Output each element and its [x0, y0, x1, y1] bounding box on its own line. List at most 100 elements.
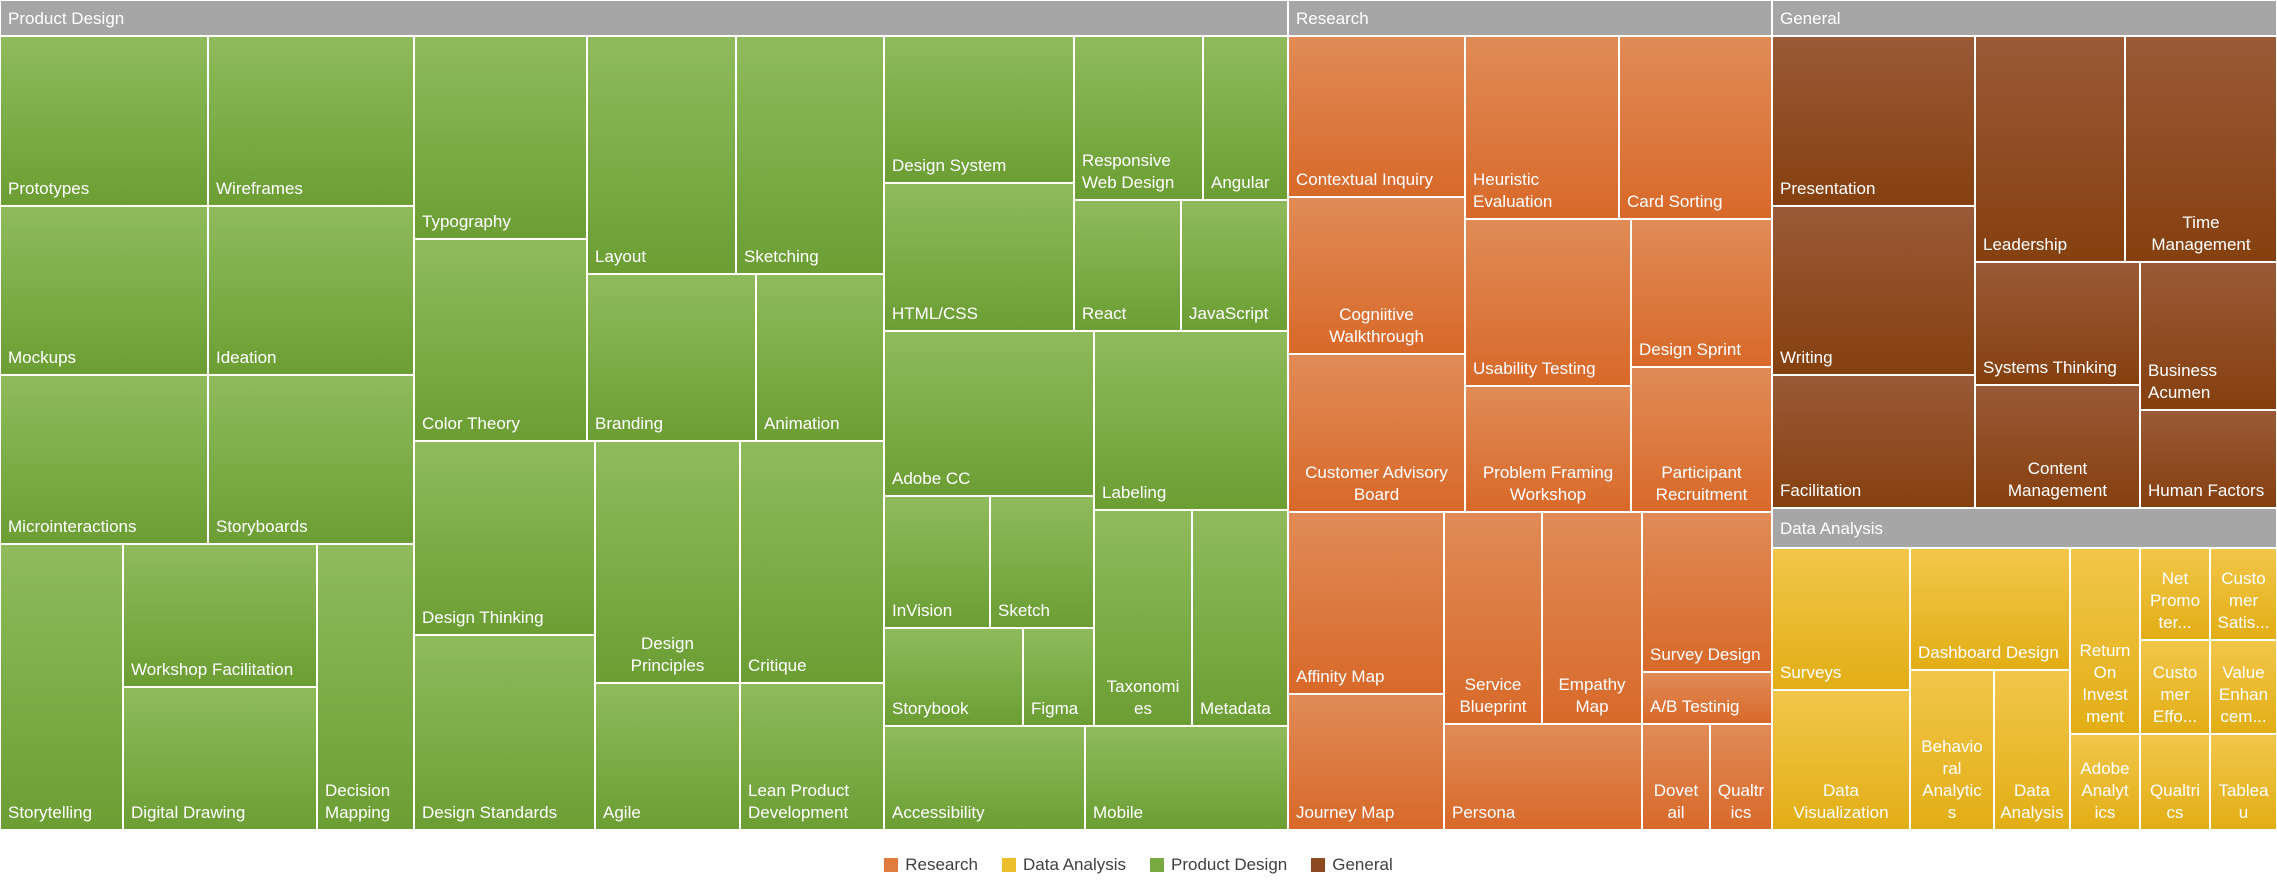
- tile-label: Dovet ail: [1653, 781, 1699, 822]
- treemap-tile-customer-satis: Custo mer Satis...: [2210, 548, 2277, 640]
- tile-label: Data Visualization: [1793, 781, 1889, 822]
- tile-label: Digital Drawing: [131, 803, 246, 822]
- tile-label: Empathy Map: [1558, 675, 1626, 716]
- tile-label: Design Sprint: [1639, 340, 1742, 359]
- tile-label: Design Standards: [422, 803, 558, 822]
- tile-label: Custo mer Effo...: [2152, 663, 2198, 726]
- tile-label: Critique: [748, 656, 807, 675]
- group-header-data-analysis: Data Analysis: [1772, 508, 2277, 548]
- treemap-tile-dovetail: Dovet ail: [1642, 724, 1710, 830]
- tile-label: A/B Testinig: [1650, 697, 1740, 716]
- legend-swatch-general: [1311, 858, 1326, 872]
- tile-label: Accessibility: [892, 803, 985, 822]
- treemap-chart: Product Design Prototypes Wireframes Mockup…: [0, 0, 2277, 830]
- treemap-tile-persona: Persona: [1444, 724, 1642, 830]
- tile-label: Adobe Analyt ics: [2080, 759, 2130, 822]
- tile-label: Wireframes: [216, 179, 303, 198]
- tile-label: Time Management: [2151, 213, 2251, 254]
- treemap-tile-sketching: Sketching: [736, 36, 884, 274]
- treemap-tile-design-thinking: Design Thinking: [414, 441, 595, 635]
- legend-swatch-product-design: [1150, 858, 1165, 872]
- treemap-tile-storytelling: Storytelling: [0, 544, 123, 830]
- tile-label: Facilitation: [1780, 481, 1862, 500]
- tile-label: Leadership: [1983, 235, 2068, 254]
- tile-label: Workshop Facilitation: [131, 660, 294, 679]
- treemap-tile-business-acumen: Business Acumen: [2140, 262, 2277, 410]
- tile-label: Design Principles: [630, 634, 705, 675]
- treemap-tile-invision: InVision: [884, 496, 990, 628]
- tile-label: Behavio ral Analytic s: [1921, 737, 1983, 822]
- treemap-tile-writing: Writing: [1772, 206, 1975, 375]
- treemap-tile-problem-framing-workshop: Problem Framing Workshop: [1465, 386, 1631, 512]
- treemap-tile-typography: Typography: [414, 36, 587, 239]
- tile-label: Cogniitive Walkthrough: [1329, 305, 1424, 346]
- treemap-tile-javascript: JavaScript: [1181, 200, 1288, 331]
- treemap-tile-data-analysis: Data Analysis: [1994, 670, 2070, 830]
- tile-label: Sketch: [998, 601, 1050, 620]
- legend: Research Data Analysis Product Design Ge…: [0, 852, 2277, 878]
- tile-label: Microinteractions: [8, 517, 137, 536]
- treemap-tile-color-theory: Color Theory: [414, 239, 587, 441]
- tile-label: Contextual Inquiry: [1296, 170, 1434, 189]
- tile-label: Persona: [1452, 803, 1516, 822]
- treemap-tile-empathy-map: Empathy Map: [1542, 512, 1642, 724]
- legend-label-general: General: [1332, 855, 1393, 874]
- tile-label: Storybook: [892, 699, 969, 718]
- tile-label: Branding: [595, 414, 664, 433]
- legend-item-product-design: Product Design: [1150, 855, 1287, 875]
- treemap-tile-service-blueprint: Service Blueprint: [1444, 512, 1542, 724]
- tile-label: Customer Advisory Board: [1305, 463, 1448, 504]
- tile-label: Mobile: [1093, 803, 1144, 822]
- tile-label: Animation: [764, 414, 840, 433]
- tile-label: Content Management: [2007, 459, 2108, 500]
- treemap-tile-adobe-cc: Adobe CC: [884, 331, 1094, 496]
- treemap-tile-leadership: Leadership: [1975, 36, 2125, 262]
- tile-label: Design Thinking: [422, 608, 544, 627]
- treemap-tile-systems-thinking: Systems Thinking: [1975, 262, 2140, 385]
- tile-label: Responsive Web Design: [1082, 151, 1175, 192]
- tile-label: Color Theory: [422, 414, 520, 433]
- treemap-tile-taxonomies: Taxonomi es: [1094, 510, 1192, 726]
- treemap-tile-react: React: [1074, 200, 1181, 331]
- treemap-tile-dashboard-design: Dashboard Design: [1910, 548, 2070, 670]
- legend-label-research: Research: [905, 855, 979, 874]
- treemap-tile-design-sprint: Design Sprint: [1631, 219, 1772, 367]
- treemap-tile-net-promoter: Net Promo ter...: [2140, 548, 2210, 640]
- treemap-tile-content-management: Content Management: [1975, 385, 2140, 508]
- legend-swatch-data-analysis: [1002, 858, 1017, 872]
- treemap-tile-workshop-facilitation: Workshop Facilitation: [123, 544, 317, 687]
- legend-swatch-research: [884, 858, 899, 872]
- tile-label: Agile: [603, 803, 641, 822]
- treemap-tile-design-principles: Design Principles: [595, 441, 740, 683]
- legend-item-data-analysis: Data Analysis: [1002, 855, 1126, 875]
- tile-label: InVision: [892, 601, 953, 620]
- tile-label: Mockups: [8, 348, 77, 367]
- legend-item-general: General: [1311, 855, 1393, 875]
- tile-label: Sketching: [744, 247, 819, 266]
- treemap-tile-presentation: Presentation: [1772, 36, 1975, 206]
- treemap-tile-data-visualization: Data Visualization: [1772, 690, 1910, 830]
- tile-label: Custo mer Satis...: [2217, 569, 2270, 632]
- treemap-tile-surveys: Surveys: [1772, 548, 1910, 690]
- tile-label: Participant Recruitment: [1655, 463, 1748, 504]
- treemap-tile-accessibility: Accessibility: [884, 726, 1085, 830]
- tile-label: Qualtri cs: [2149, 781, 2201, 822]
- tile-label: Storyboards: [216, 517, 308, 536]
- tile-label: Taxonomi es: [1106, 677, 1180, 718]
- tile-label: Heuristic Evaluation: [1473, 170, 1553, 211]
- treemap-tile-branding: Branding: [587, 274, 756, 441]
- treemap-tile-a-b-testinig: A/B Testinig: [1642, 672, 1772, 724]
- tile-label: Journey Map: [1296, 803, 1395, 822]
- tile-label: Adobe CC: [892, 469, 971, 488]
- tile-label: Survey Design: [1650, 645, 1761, 664]
- tile-label: Presentation: [1780, 179, 1876, 198]
- treemap-tile-participant-recruitment: Participant Recruitment: [1631, 367, 1772, 512]
- treemap-tile-behavioral-analytics: Behavio ral Analytic s: [1910, 670, 1994, 830]
- tile-label: Data Analysis: [2000, 781, 2064, 822]
- treemap-tile-tableau: Tablea u: [2210, 734, 2277, 830]
- treemap-tile-html-css: HTML/CSS: [884, 183, 1074, 331]
- treemap-tile-labeling: Labeling: [1094, 331, 1288, 510]
- treemap-tile-sketch: Sketch: [990, 496, 1094, 628]
- legend-item-research: Research: [884, 855, 978, 875]
- tile-label: Systems Thinking: [1983, 358, 2117, 377]
